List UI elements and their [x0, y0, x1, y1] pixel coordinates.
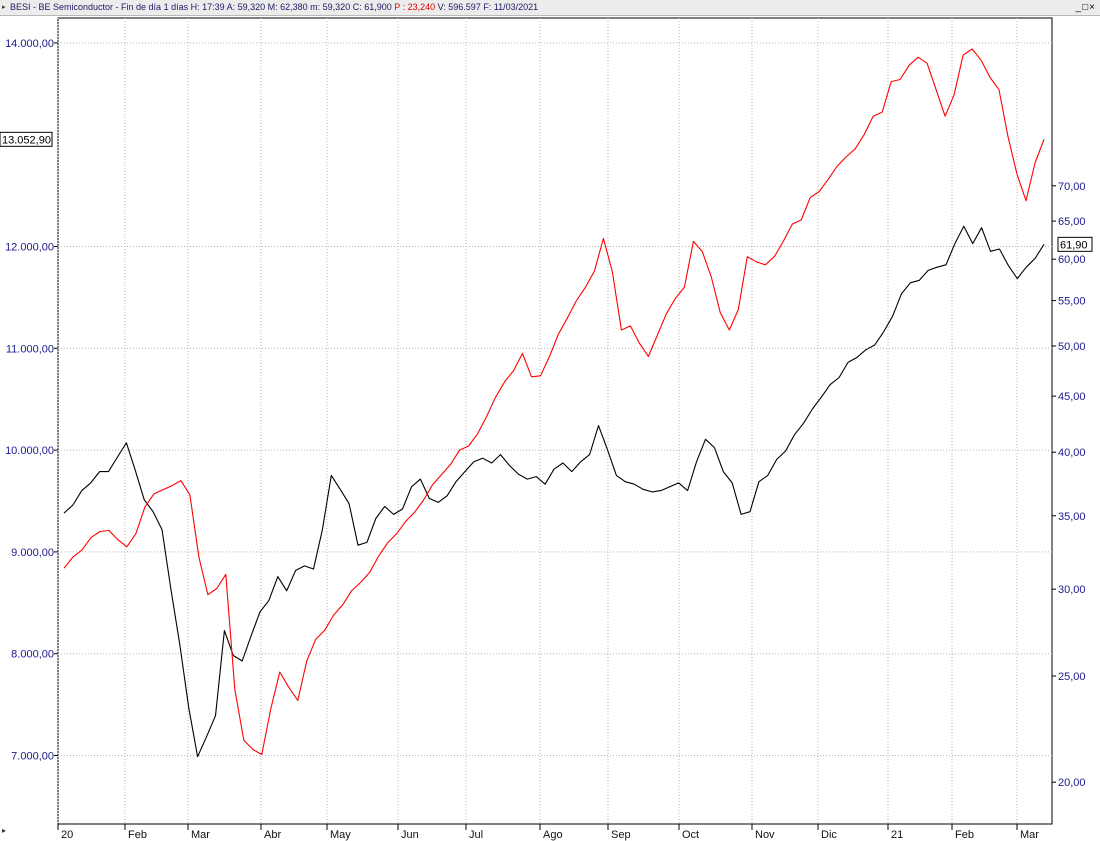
scroll-left-icon[interactable]: ▸ [2, 826, 7, 835]
quote-info: BESI - BE Semiconductor - Fin de día 1 d… [10, 0, 538, 15]
chart-title-bar: ▸ BESI - BE Semiconductor - Fin de día 1… [0, 0, 1100, 16]
left-axis-label: 12.000,00 [5, 242, 54, 254]
left-current-value: 13.052,90 [2, 134, 51, 146]
x-axis-label: Mar [191, 829, 210, 841]
right-axis-label: 35,00 [1058, 511, 1086, 523]
left-axis-label: 9.000,00 [11, 547, 54, 559]
title-expand-icon[interactable]: ▸ [2, 4, 6, 11]
comparison-index-line [63, 48, 1045, 756]
x-axis-label: Ago [543, 829, 563, 841]
left-axis-label: 7.000,00 [11, 751, 54, 763]
x-axis-label: Oct [682, 829, 699, 841]
right-axis-label: 20,00 [1058, 777, 1086, 789]
x-axis-label: Mar [1020, 829, 1039, 841]
x-axis-label: Abr [264, 829, 281, 841]
x-axis-label: Dic [821, 829, 837, 841]
left-axis-label: 11.000,00 [6, 343, 54, 355]
quote-info-rest: V: 596.597 F: 11/03/2021 [435, 2, 539, 12]
x-axis-label: Jun [401, 829, 419, 841]
price-chart[interactable]: 7.000,00 8.000,00 9.000,00 10.000,00 11.000,… [0, 16, 1100, 841]
right-axis-label: 45,00 [1058, 391, 1086, 403]
x-axis-label: Feb [128, 829, 147, 841]
right-current-value: 61,90 [1060, 239, 1088, 251]
right-axis-label: 70,00 [1058, 181, 1086, 193]
left-axis-label: 14.000,00 [5, 38, 54, 50]
quote-info-p: P : 23,240 [391, 2, 436, 12]
right-axis-label: 60,00 [1058, 254, 1086, 266]
right-axis-label: 55,00 [1058, 296, 1086, 308]
left-axis-label: 10.000,00 [5, 445, 54, 457]
quote-info-text: BESI - BE Semiconductor - Fin de día 1 d… [10, 2, 392, 12]
x-axis-label: May [330, 829, 351, 841]
x-axis-label: Feb [955, 829, 974, 841]
left-axis-label: 8.000,00 [11, 649, 54, 661]
x-axis-label: Jul [469, 829, 483, 841]
right-axis-label: 50,00 [1058, 341, 1086, 353]
window-buttons[interactable]: _□× [1075, 2, 1096, 13]
right-current-value-box [1057, 236, 1093, 252]
right-axis-label: 65,00 [1058, 216, 1086, 228]
plot-frame [57, 17, 1053, 825]
right-axis-label: 40,00 [1058, 447, 1086, 459]
x-axis-label: Sep [611, 829, 631, 841]
right-axis-label: 25,00 [1058, 671, 1086, 683]
x-axis-label: 21 [891, 829, 903, 841]
right-axis-label: 30,00 [1058, 584, 1086, 596]
x-axis-label: Nov [755, 829, 775, 841]
x-axis-label: 20 [61, 829, 73, 841]
left-current-value-box [0, 131, 53, 147]
besi-price-line [63, 225, 1045, 758]
